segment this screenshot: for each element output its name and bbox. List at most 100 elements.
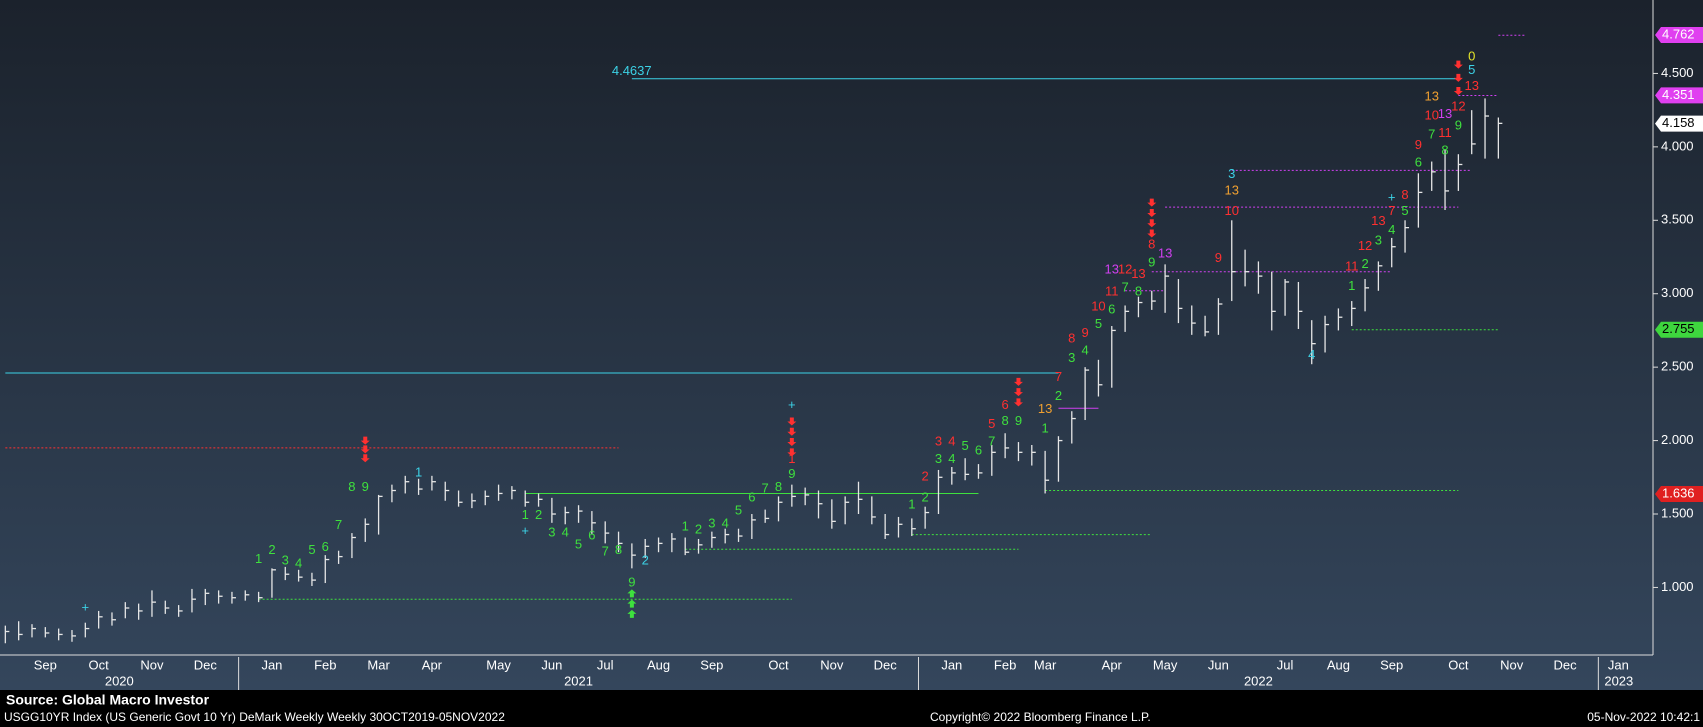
td-count: 6 bbox=[1108, 301, 1115, 316]
x-tick-label: Nov bbox=[820, 657, 844, 672]
td-count: 13 bbox=[1038, 401, 1052, 416]
td-count: 1 bbox=[1042, 420, 1049, 435]
timestamp: 05-Nov-2022 10:42:1 bbox=[1587, 710, 1700, 724]
td-count: 9 bbox=[628, 574, 635, 589]
x-tick-label: Dec bbox=[1553, 657, 1577, 672]
td-count: + bbox=[788, 397, 796, 412]
td-count: + bbox=[521, 523, 529, 538]
td-count: 3 bbox=[708, 516, 715, 531]
x-tick-label: Jan bbox=[261, 657, 282, 672]
year-label: 2022 bbox=[1244, 673, 1273, 688]
td-count: 10 bbox=[1225, 203, 1239, 218]
td-count: 3 bbox=[548, 525, 555, 540]
td-arrow bbox=[1147, 198, 1157, 207]
td-count: + bbox=[82, 599, 90, 614]
td-count: 8 bbox=[348, 479, 355, 494]
price-tag bbox=[1655, 321, 1703, 338]
x-tick-label: Aug bbox=[647, 657, 670, 672]
td-count: 5 bbox=[988, 416, 995, 431]
td-arrow bbox=[1453, 87, 1463, 96]
td-count: 7 bbox=[1388, 203, 1395, 218]
td-count: 1 bbox=[415, 464, 422, 479]
td-count: 3 bbox=[1228, 166, 1235, 181]
td-count: 6 bbox=[975, 442, 982, 457]
td-count: 0 bbox=[1468, 49, 1475, 64]
td-count: 4 bbox=[1308, 347, 1315, 362]
td-arrow bbox=[1453, 73, 1463, 82]
year-label: 2020 bbox=[105, 673, 134, 688]
y-tick-label: 3.000 bbox=[1661, 285, 1694, 300]
td-count: 6 bbox=[1415, 154, 1422, 169]
td-count: 4 bbox=[562, 525, 569, 540]
td-count: 9 bbox=[1148, 254, 1155, 269]
td-count: 12 bbox=[1358, 238, 1372, 253]
y-tick-label: 3.500 bbox=[1661, 212, 1694, 227]
td-arrow bbox=[787, 417, 797, 426]
td-count: 2 bbox=[642, 552, 649, 567]
td-arrow bbox=[627, 609, 637, 618]
td-count: 5 bbox=[735, 503, 742, 518]
td-count: 6 bbox=[748, 489, 755, 504]
td-arrow bbox=[627, 589, 637, 598]
y-tick-label: 1.500 bbox=[1661, 505, 1694, 520]
td-count: 9 bbox=[362, 479, 369, 494]
td-count: + bbox=[1388, 190, 1396, 205]
td-arrow bbox=[787, 448, 797, 457]
x-tick-label: Jul bbox=[1277, 657, 1294, 672]
x-tick-label: Jun bbox=[541, 657, 562, 672]
plot-background bbox=[0, 0, 1703, 690]
x-tick-label: Apr bbox=[1102, 657, 1123, 672]
td-arrow bbox=[1013, 377, 1023, 386]
td-count: 8 bbox=[1441, 143, 1448, 158]
level-label: 4.4637 bbox=[612, 63, 652, 78]
td-arrow bbox=[1147, 219, 1157, 228]
td-arrow bbox=[360, 454, 370, 463]
td-count: 6 bbox=[588, 527, 595, 542]
td-count: 2 bbox=[922, 489, 929, 504]
td-count: 5 bbox=[575, 536, 582, 551]
td-count: 4 bbox=[295, 555, 302, 570]
price-tag-label: 4.351 bbox=[1662, 87, 1695, 102]
td-count: 7 bbox=[1121, 279, 1128, 294]
td-count: 3 bbox=[282, 552, 289, 567]
td-arrow bbox=[787, 427, 797, 436]
td-arrow bbox=[360, 436, 370, 445]
td-count: 11 bbox=[1345, 259, 1359, 274]
td-count: 13 bbox=[1464, 78, 1478, 93]
td-count: 1 bbox=[788, 451, 795, 466]
td-count: 13 bbox=[1438, 106, 1452, 121]
y-tick-label: 2.500 bbox=[1661, 359, 1694, 374]
year-label: 2021 bbox=[564, 673, 593, 688]
td-count: 13 bbox=[1371, 213, 1385, 228]
td-count: 5 bbox=[962, 438, 969, 453]
td-arrow bbox=[1013, 388, 1023, 397]
td-count: 1 bbox=[908, 497, 915, 512]
td-count: 2 bbox=[268, 542, 275, 557]
td-count: 12 bbox=[1118, 262, 1132, 277]
td-count: 8 bbox=[775, 479, 782, 494]
td-count: 8 bbox=[1401, 187, 1408, 202]
td-count: 11 bbox=[1105, 284, 1119, 299]
td-arrow bbox=[1147, 229, 1157, 238]
td-arrow bbox=[1453, 60, 1463, 69]
price-tag-label: 2.755 bbox=[1662, 321, 1695, 336]
td-count: 11 bbox=[1438, 125, 1452, 140]
x-tick-label: Jan bbox=[1608, 657, 1629, 672]
x-tick-label: Nov bbox=[1500, 657, 1524, 672]
x-tick-label: Sep bbox=[700, 657, 723, 672]
x-tick-label: Sep bbox=[1380, 657, 1403, 672]
td-arrow bbox=[360, 445, 370, 454]
td-arrow bbox=[627, 599, 637, 608]
x-tick-label: Sep bbox=[34, 657, 57, 672]
td-count: 5 bbox=[1401, 203, 1408, 218]
td-count: 7 bbox=[762, 480, 769, 495]
td-count: 2 bbox=[922, 469, 929, 484]
td-count: 4 bbox=[1081, 342, 1088, 357]
td-count: 9 bbox=[1081, 325, 1088, 340]
td-count: 9 bbox=[1015, 413, 1022, 428]
td-count: 4 bbox=[948, 433, 955, 448]
td-count: 7 bbox=[1055, 369, 1062, 384]
td-count: 4 bbox=[948, 451, 955, 466]
x-tick-label: Oct bbox=[89, 657, 110, 672]
